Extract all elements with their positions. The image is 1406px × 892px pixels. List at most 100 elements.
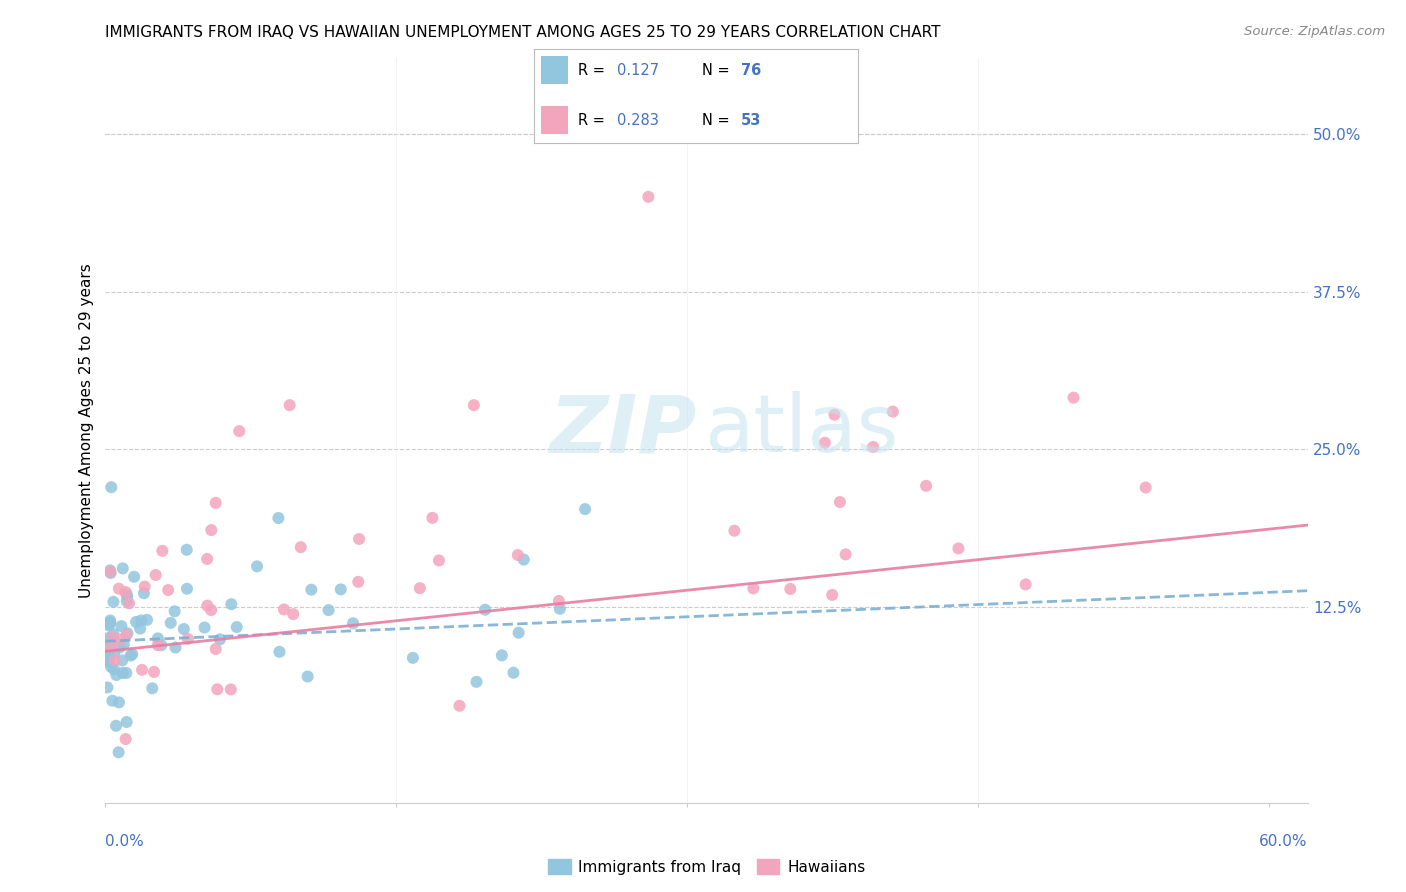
Point (122, 570, 145, 584)
Text: N =: N = (703, 112, 735, 128)
Point (98, 640, 121, 654)
Point (143, 665, 166, 679)
Point (96, 655, 118, 669)
Point (114, 585, 136, 599)
Point (915, 479, 938, 493)
Point (193, 620, 215, 634)
Point (98, 615, 121, 630)
Point (207, 682, 229, 697)
Bar (541, 106, 568, 135)
Point (97, 645, 120, 659)
Point (115, 594, 138, 608)
Point (176, 582, 198, 596)
Y-axis label: Unemployment Among Ages 25 to 29 years: Unemployment Among Ages 25 to 29 years (79, 263, 94, 598)
Point (132, 586, 155, 600)
Point (146, 638, 169, 652)
Point (637, 190, 659, 204)
Point (100, 480, 122, 494)
Point (548, 602, 571, 616)
Point (120, 648, 142, 663)
Point (948, 541, 970, 556)
Point (110, 619, 132, 633)
Point (96, 681, 118, 695)
Point (108, 695, 131, 709)
Point (100, 660, 122, 674)
Point (814, 435, 837, 450)
Point (100, 566, 122, 580)
Point (103, 595, 125, 609)
Point (150, 638, 173, 652)
Point (104, 653, 127, 667)
Point (98, 616, 121, 631)
Point (111, 665, 134, 680)
Point (157, 582, 180, 597)
Point (329, 582, 352, 597)
Point (97, 646, 120, 660)
Point (111, 653, 134, 667)
Text: IMMIGRANTS FROM IRAQ VS HAWAIIAN UNEMPLOYMENT AMONG AGES 25 TO 29 YEARS CORRELAT: IMMIGRANTS FROM IRAQ VS HAWAIIAN UNEMPLO… (105, 25, 941, 40)
Point (204, 642, 226, 657)
Point (1063, 391, 1085, 405)
Point (100, 640, 122, 654)
Point (290, 540, 312, 554)
Point (474, 603, 496, 617)
Point (101, 694, 124, 708)
Point (278, 398, 301, 412)
Point (115, 714, 138, 729)
Text: N =: N = (703, 62, 735, 78)
Text: R =: R = (578, 62, 609, 78)
Point (146, 632, 169, 646)
Point (121, 647, 143, 661)
Text: 0.127: 0.127 (617, 62, 659, 78)
Text: R =: R = (578, 112, 609, 128)
Point (342, 616, 364, 631)
Text: 60.0%: 60.0% (1260, 834, 1308, 848)
Point (105, 719, 128, 733)
Point (742, 582, 765, 596)
Point (508, 625, 530, 640)
Point (502, 665, 524, 680)
Point (491, 648, 513, 663)
Point (882, 404, 904, 418)
Point (219, 682, 242, 697)
Point (108, 640, 131, 655)
Text: atlas: atlas (704, 392, 898, 469)
Point (105, 668, 128, 682)
Point (96, 632, 118, 646)
Point (159, 615, 181, 630)
Point (513, 552, 536, 566)
Point (115, 590, 138, 604)
Point (828, 495, 851, 509)
Point (225, 620, 247, 634)
Point (862, 440, 884, 454)
Point (134, 580, 156, 594)
Point (98, 563, 121, 577)
Point (136, 613, 159, 627)
Point (96, 634, 118, 648)
Point (427, 553, 450, 567)
Point (449, 698, 471, 713)
Text: 0.0%: 0.0% (105, 834, 145, 848)
Point (103, 632, 125, 647)
Point (422, 511, 444, 525)
Point (1015, 577, 1038, 591)
Point (465, 674, 488, 689)
Point (111, 561, 134, 575)
Point (200, 603, 222, 617)
Point (823, 408, 845, 422)
Point (821, 588, 844, 602)
Point (221, 597, 243, 611)
Point (177, 632, 200, 646)
Point (723, 524, 745, 538)
Point (114, 732, 136, 747)
Point (96, 654, 118, 668)
Point (150, 544, 173, 558)
Point (267, 511, 290, 525)
Point (103, 646, 125, 660)
Point (402, 651, 425, 665)
Point (125, 615, 148, 629)
Point (115, 665, 138, 680)
Point (204, 496, 226, 510)
Point (131, 663, 153, 677)
Point (101, 630, 124, 644)
